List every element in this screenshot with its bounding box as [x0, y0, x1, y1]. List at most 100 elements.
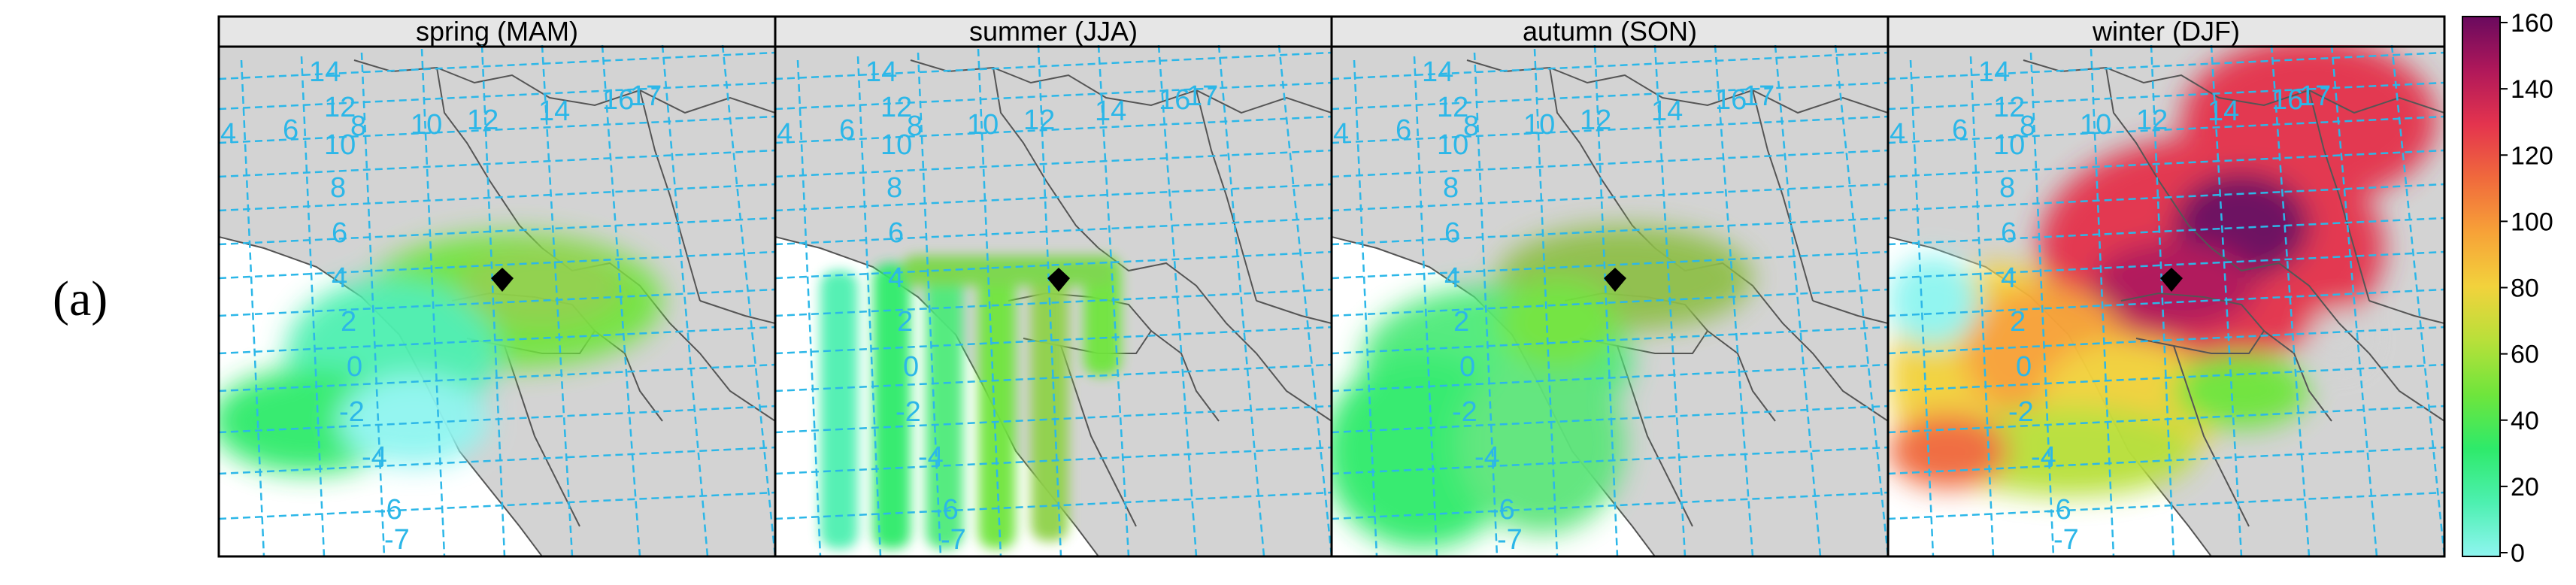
svg-text:6: 6 — [1444, 217, 1460, 249]
panel-header — [774, 15, 1333, 48]
panel-title: autumn (SON) — [1523, 16, 1697, 47]
svg-text:-2: -2 — [339, 396, 365, 428]
svg-text:12: 12 — [1437, 92, 1468, 123]
svg-text:-4: -4 — [918, 441, 944, 473]
svg-text:10: 10 — [1523, 109, 1555, 141]
svg-text:14: 14 — [1651, 95, 1683, 127]
colorbar-tick-label: 100 — [2511, 208, 2553, 236]
svg-text:-7: -7 — [2053, 524, 2079, 556]
svg-text:16: 16 — [1159, 84, 1190, 116]
svg-text:8: 8 — [350, 111, 366, 142]
svg-text:0: 0 — [2016, 351, 2032, 383]
model-grid — [1888, 45, 2444, 556]
svg-text:-6: -6 — [377, 494, 402, 526]
svg-text:8: 8 — [1999, 172, 2015, 204]
svg-text:6: 6 — [332, 217, 347, 249]
svg-text:6: 6 — [283, 114, 299, 146]
site-marker — [491, 268, 514, 292]
svg-text:-4: -4 — [1474, 441, 1500, 473]
svg-text:4: 4 — [220, 118, 236, 150]
svg-text:8: 8 — [1463, 111, 1479, 142]
panel-header — [217, 15, 777, 48]
svg-text:2: 2 — [897, 306, 913, 338]
svg-text:12: 12 — [880, 92, 912, 123]
colorbar-tick-label: 120 — [2511, 141, 2553, 170]
svg-text:6: 6 — [2001, 217, 2017, 249]
model-grid — [775, 45, 1332, 556]
colorbar-tick-label: 60 — [2511, 341, 2539, 369]
colorbar-ticks: 0 20 40 60 80 100 120 140 160 — [2500, 9, 2553, 568]
svg-text:0: 0 — [903, 351, 919, 383]
grid-labels: 14 12 10 8 6 4 2 0 -2 -4 -6 -7 4 6 8 10 … — [220, 56, 662, 556]
svg-text:12: 12 — [1580, 105, 1611, 136]
svg-text:16: 16 — [1715, 84, 1747, 116]
svg-text:12: 12 — [467, 105, 499, 136]
grid-labels: 14 12 10 8 6 4 2 0 -2 -4 -6 -7 4 6 8 10 … — [777, 56, 1218, 556]
model-grid — [219, 45, 775, 556]
svg-text:6: 6 — [839, 114, 855, 146]
panel-winter: winter (DJF) — [1887, 15, 2446, 558]
svg-text:10: 10 — [324, 129, 356, 161]
panel-title: winter (DJF) — [2092, 16, 2240, 47]
colorbar-tick-label: 0 — [2511, 539, 2525, 568]
colorbar-tick-label: 80 — [2511, 274, 2539, 303]
svg-text:-2: -2 — [2008, 396, 2034, 428]
svg-text:8: 8 — [2020, 111, 2035, 142]
concentration-field — [219, 233, 662, 474]
svg-text:6: 6 — [888, 217, 904, 249]
svg-text:-2: -2 — [896, 396, 921, 428]
panel-spring: spring (MAM) — [217, 15, 777, 558]
svg-text:-6: -6 — [2046, 494, 2071, 526]
svg-text:4: 4 — [888, 262, 904, 294]
grid-labels: 14 12 10 8 6 4 2 0 -2 -4 -6 -7 4 6 8 10 … — [1333, 56, 1774, 556]
svg-text:0: 0 — [347, 351, 362, 383]
svg-text:0: 0 — [1459, 351, 1475, 383]
svg-text:14: 14 — [1422, 56, 1453, 88]
panel-title: spring (MAM) — [416, 16, 578, 47]
svg-text:4: 4 — [1333, 118, 1349, 150]
colorbar-tick-label: 160 — [2511, 9, 2553, 38]
svg-text:17: 17 — [1186, 80, 1218, 112]
model-grid — [1332, 45, 1888, 556]
svg-text:14: 14 — [309, 56, 341, 88]
svg-text:-7: -7 — [384, 524, 410, 556]
svg-text:2: 2 — [341, 306, 356, 338]
svg-text:10: 10 — [1993, 129, 2025, 161]
svg-text:12: 12 — [1993, 92, 2025, 123]
colorbar-ramp — [2462, 16, 2501, 557]
svg-text:6: 6 — [1952, 114, 1968, 146]
svg-text:14: 14 — [865, 56, 897, 88]
svg-text:14: 14 — [1095, 95, 1126, 127]
svg-text:8: 8 — [886, 172, 902, 204]
colorbar-tick-label: 40 — [2511, 407, 2539, 435]
site-marker — [2160, 268, 2183, 292]
svg-text:4: 4 — [332, 262, 347, 294]
country-borders — [2023, 59, 2444, 527]
svg-text:12: 12 — [1023, 105, 1055, 136]
panel-summer: summer (JJA) — [774, 15, 1333, 558]
svg-text:8: 8 — [907, 111, 923, 142]
svg-text:4: 4 — [777, 118, 792, 150]
grid-labels: 14 12 10 8 6 4 2 0 -2 -4 -6 -7 4 6 8 10 … — [1890, 56, 2331, 556]
svg-text:-4: -4 — [362, 441, 387, 473]
svg-text:-6: -6 — [1490, 494, 1515, 526]
panel-title: summer (JJA) — [969, 16, 1138, 47]
figure-label: (a) — [53, 271, 108, 326]
site-marker — [1047, 268, 1070, 292]
svg-text:-4: -4 — [2031, 441, 2056, 473]
svg-text:8: 8 — [1443, 172, 1459, 204]
svg-text:10: 10 — [1437, 129, 1468, 161]
svg-text:17: 17 — [630, 80, 662, 112]
svg-text:10: 10 — [411, 109, 442, 141]
svg-text:17: 17 — [2299, 80, 2331, 112]
svg-text:6: 6 — [1396, 114, 1411, 146]
svg-text:14: 14 — [1978, 56, 2010, 88]
panel-autumn: autumn (SON) — [1330, 15, 1890, 558]
colorbar-tick-label: 20 — [2511, 473, 2539, 502]
colorbar-tick-label: 140 — [2511, 75, 2553, 104]
site-marker — [1604, 268, 1626, 292]
svg-text:4: 4 — [1890, 118, 1905, 150]
svg-text:14: 14 — [2208, 95, 2239, 127]
svg-text:-7: -7 — [941, 524, 966, 556]
svg-text:-7: -7 — [1497, 524, 1523, 556]
